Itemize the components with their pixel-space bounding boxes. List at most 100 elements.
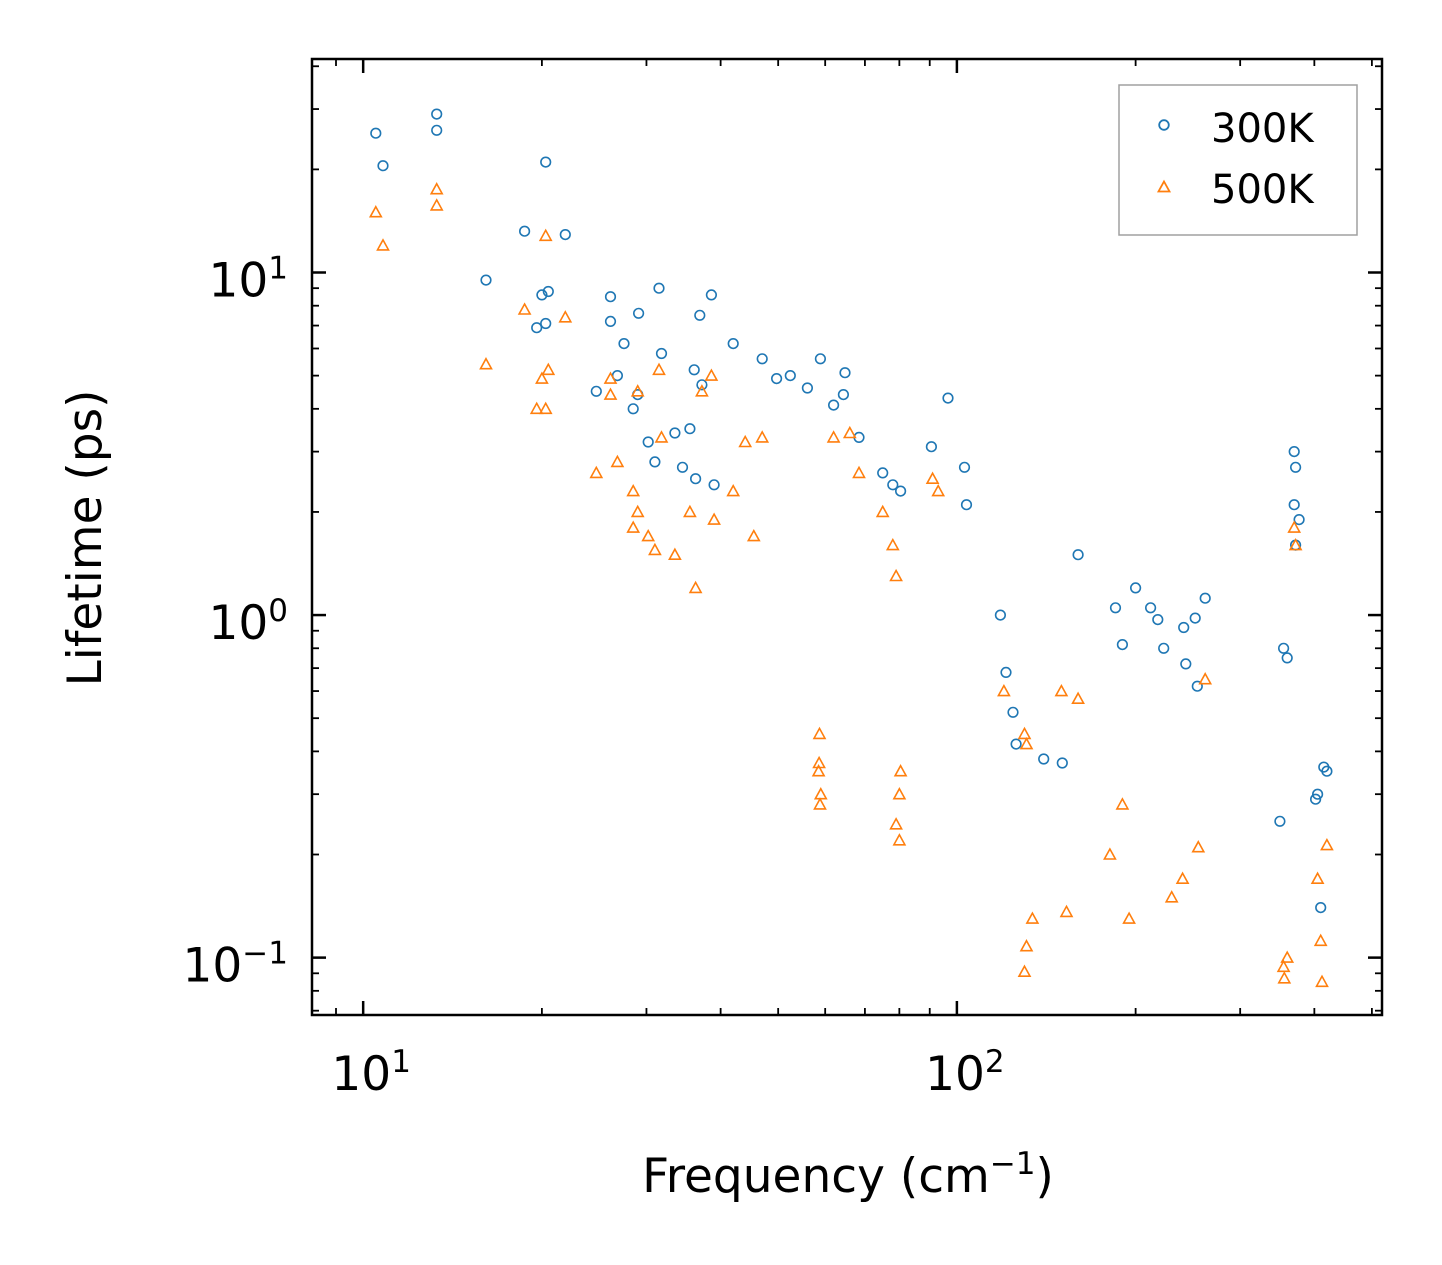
data-point-500K [1175,871,1190,884]
legend-marker-300k [1158,119,1170,131]
data-point-300K [540,317,552,330]
data-point-500K [852,465,866,479]
data-point-300K [618,338,630,350]
data-point-300K [1311,788,1324,800]
data-point-300K [688,364,700,376]
data-point-300K [480,274,492,286]
data-point-500K [1288,537,1303,551]
data-point-500K [630,504,645,518]
data-point-500K [529,401,544,415]
data-point-500K [695,384,709,397]
data-point-500K [558,310,573,323]
data-point-300K [377,160,389,172]
data-point-500K [652,362,666,376]
data-point-300K [756,353,768,365]
data-point-300K [770,373,783,385]
data-point-300K [1178,621,1190,634]
data-point-300K [689,473,702,485]
data-point-300K [694,309,706,321]
data-point-500K [641,528,656,542]
data-point-500K [376,238,390,251]
data-point-500K [479,357,493,370]
data-point-300K [801,382,814,394]
y-tick-label: 100 [208,593,288,651]
data-point-300K [590,385,602,397]
data-point-500K [1164,890,1179,903]
data-point-500K [875,504,890,518]
data-point-500K [535,371,549,384]
data-point-300K [727,338,739,350]
data-point-500K [1017,964,1032,977]
data-point-500K [1017,726,1032,740]
data-point-300K [887,479,899,491]
legend-label-500k: 500K [1211,167,1315,213]
data-point-500K [603,371,618,384]
data-point-300K [1315,901,1327,914]
data-point-300K [1056,757,1068,769]
data-point-300K [1144,602,1157,614]
data-point-500K [630,384,645,397]
data-point-500K [707,512,721,525]
data-point-300K [1281,652,1293,664]
series-500K [368,182,1334,988]
data-point-300K [1289,461,1302,473]
data-point-500K [746,528,761,542]
data-point-500K [893,764,908,777]
data-point-500K [626,520,641,533]
y-tick-labels: 10−1 100 101 [182,251,288,994]
data-point-300K [1000,666,1012,679]
data-point-300K [1277,642,1290,654]
data-point-300K [649,456,661,468]
data-point-300K [1189,612,1201,624]
data-point-500K [1198,672,1213,685]
data-point-500K [997,683,1011,697]
data-point-300K [531,322,543,334]
data-point-300K [1116,638,1128,651]
data-point-500K [931,483,946,497]
data-point-300K [684,423,696,435]
data-point-500K [626,483,641,497]
x-tick-labels: 101 102 [331,1044,1004,1102]
data-point-500K [538,228,553,242]
data-point-300K [960,499,973,511]
data-point-300K [642,436,654,448]
data-point-500K [368,205,383,218]
data-point-500K [538,401,553,415]
data-point-300K [431,108,443,120]
data-point-500K [541,362,556,376]
data-point-500K [755,430,770,443]
data-point-500K [811,764,826,777]
data-point-300K [540,156,552,168]
data-point-300K [536,289,548,301]
data-point-500K [1019,736,1034,750]
y-tick-label: 10−1 [182,936,288,994]
legend: 300K 500K [1118,84,1358,236]
data-point-300K [837,389,850,401]
data-point-300K [518,225,531,237]
data-point-500K [1276,959,1291,973]
data-point-300K [1309,793,1322,805]
data-point-300K [653,282,665,294]
data-point-500K [610,454,625,468]
data-point-300K [627,403,639,415]
data-point-500K [654,430,669,443]
data-point-300K [370,127,382,139]
data-point-300K [814,353,827,365]
data-point-300K [877,467,889,479]
data-point-300K [942,392,954,404]
plot-frame [310,57,1384,1017]
data-point-500K [1115,797,1130,810]
data-point-500K [1071,691,1085,704]
data-point-500K [1103,847,1117,860]
data-point-500K [1019,939,1034,952]
data-point-500K [925,471,940,484]
legend-marker-500k [1156,179,1172,193]
data-point-300K [1129,582,1142,594]
data-point-500K [892,833,907,846]
data-point-300K [1010,738,1022,750]
data-point-300K [894,485,907,497]
legend-label-300k: 300K [1211,106,1315,152]
major-ticks [312,59,1382,1015]
data-point-500K [1191,840,1206,853]
data-point-500K [1059,904,1074,918]
